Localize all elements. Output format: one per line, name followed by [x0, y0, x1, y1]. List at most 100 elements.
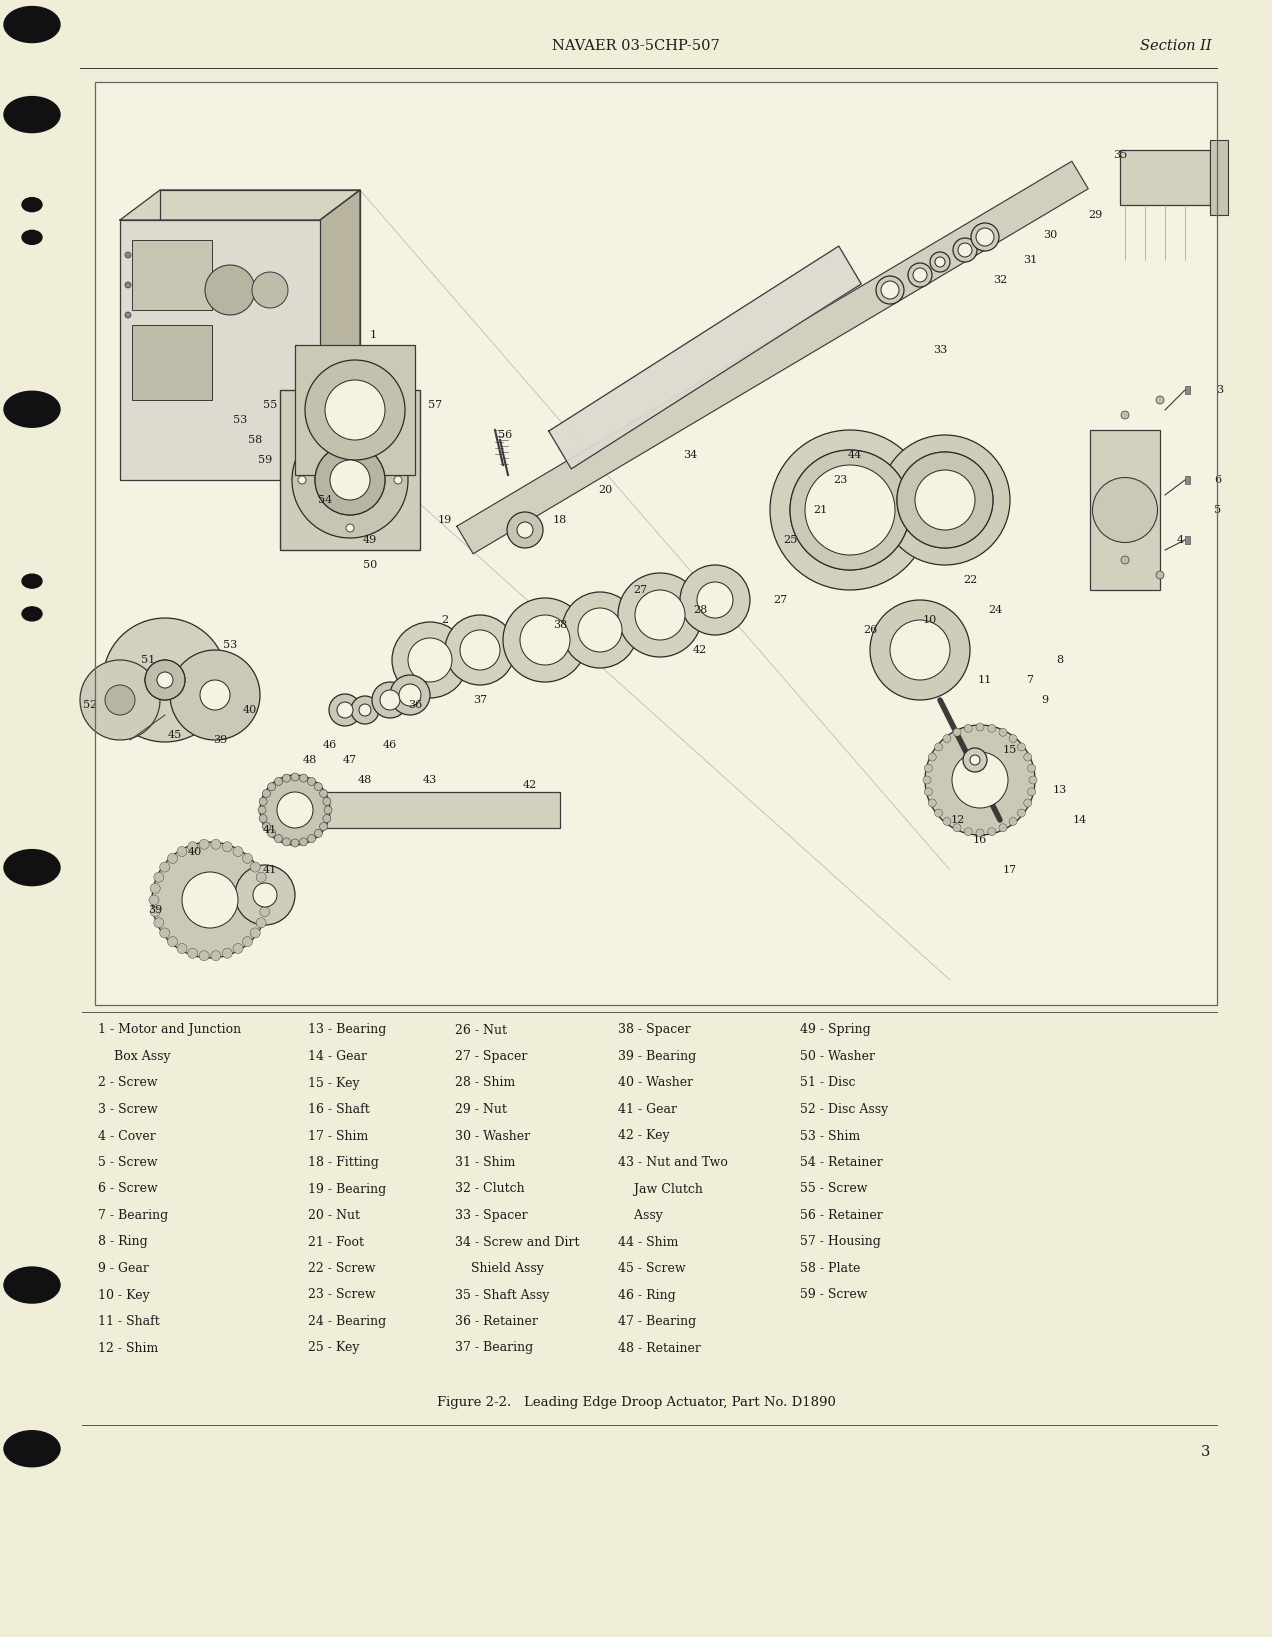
Text: 33: 33	[932, 345, 948, 355]
Text: 23 - Screw: 23 - Screw	[308, 1288, 375, 1301]
Circle shape	[915, 470, 976, 530]
Circle shape	[951, 751, 1007, 809]
Ellipse shape	[4, 7, 60, 43]
Text: 55: 55	[263, 399, 277, 409]
Circle shape	[177, 943, 187, 953]
Text: NAVAER 03-5CHP-507: NAVAER 03-5CHP-507	[552, 39, 720, 52]
Bar	[1210, 141, 1227, 214]
Text: 28 - Shim: 28 - Shim	[455, 1077, 515, 1090]
Circle shape	[1156, 571, 1164, 579]
Ellipse shape	[22, 607, 42, 620]
Ellipse shape	[22, 575, 42, 588]
Circle shape	[149, 895, 159, 905]
Text: 19 - Bearing: 19 - Bearing	[308, 1182, 387, 1195]
Text: 13: 13	[1053, 786, 1067, 796]
Text: 43 - Nut and Two: 43 - Nut and Two	[618, 1156, 728, 1169]
Text: 7 - Bearing: 7 - Bearing	[98, 1210, 168, 1221]
Circle shape	[259, 884, 270, 894]
Circle shape	[929, 753, 936, 761]
Text: 53 - Shim: 53 - Shim	[800, 1130, 860, 1143]
Circle shape	[154, 873, 164, 882]
Text: Section II: Section II	[1141, 39, 1212, 52]
Polygon shape	[120, 190, 360, 219]
Circle shape	[329, 694, 361, 725]
Circle shape	[1121, 411, 1130, 419]
Text: 32: 32	[993, 275, 1007, 285]
Circle shape	[988, 828, 996, 835]
Circle shape	[935, 743, 943, 751]
Text: Figure 2-2.   Leading Edge Droop Actuator, Part No. D1890: Figure 2-2. Leading Edge Droop Actuator,…	[436, 1396, 836, 1409]
Circle shape	[160, 928, 169, 938]
Circle shape	[145, 660, 184, 701]
Circle shape	[154, 918, 164, 928]
Ellipse shape	[4, 391, 60, 427]
Text: 30 - Washer: 30 - Washer	[455, 1130, 530, 1143]
Circle shape	[282, 838, 290, 846]
Circle shape	[235, 864, 295, 925]
Circle shape	[145, 660, 184, 701]
Text: 2 - Screw: 2 - Screw	[98, 1077, 158, 1090]
Text: 5 - Screw: 5 - Screw	[98, 1156, 158, 1169]
Polygon shape	[548, 246, 861, 468]
Bar	[120, 219, 321, 480]
Circle shape	[408, 638, 452, 683]
Circle shape	[697, 583, 733, 619]
Circle shape	[870, 601, 971, 701]
Circle shape	[314, 782, 322, 791]
Circle shape	[251, 863, 261, 873]
Text: 20: 20	[598, 485, 612, 494]
Circle shape	[324, 805, 332, 814]
Text: 36 - Retainer: 36 - Retainer	[455, 1315, 538, 1328]
Circle shape	[976, 724, 985, 732]
Text: 26: 26	[862, 625, 878, 635]
Circle shape	[1018, 809, 1025, 817]
Text: 41 - Gear: 41 - Gear	[618, 1103, 677, 1116]
Text: 38 - Spacer: 38 - Spacer	[618, 1023, 691, 1036]
Circle shape	[359, 704, 371, 715]
Text: 31: 31	[1023, 255, 1037, 265]
Text: 40 - Washer: 40 - Washer	[618, 1077, 693, 1090]
Circle shape	[125, 252, 131, 259]
Circle shape	[445, 616, 515, 684]
Text: 59: 59	[258, 455, 272, 465]
Circle shape	[200, 951, 209, 961]
Text: 51 - Disc: 51 - Disc	[800, 1077, 856, 1090]
Text: 53: 53	[233, 416, 247, 426]
Circle shape	[999, 823, 1007, 832]
Text: 9: 9	[1042, 696, 1048, 706]
Circle shape	[256, 873, 266, 882]
Circle shape	[930, 252, 950, 272]
Circle shape	[392, 622, 468, 697]
Circle shape	[399, 684, 421, 706]
Circle shape	[881, 282, 899, 300]
Text: 11 - Shaft: 11 - Shaft	[98, 1315, 160, 1328]
Circle shape	[976, 228, 993, 246]
Circle shape	[261, 895, 271, 905]
Circle shape	[308, 778, 315, 786]
Circle shape	[953, 823, 962, 832]
Circle shape	[275, 835, 282, 843]
Text: 1: 1	[370, 331, 377, 340]
Text: 24 - Bearing: 24 - Bearing	[308, 1315, 387, 1328]
Circle shape	[923, 776, 931, 784]
Circle shape	[520, 616, 570, 665]
Text: 15 - Key: 15 - Key	[308, 1077, 360, 1090]
Text: 35: 35	[1113, 151, 1127, 160]
Text: 3 - Screw: 3 - Screw	[98, 1103, 158, 1116]
Text: 58: 58	[248, 435, 262, 445]
Circle shape	[223, 948, 233, 958]
Bar	[95, 82, 1217, 1005]
Ellipse shape	[22, 198, 42, 211]
Circle shape	[308, 835, 315, 843]
Circle shape	[293, 422, 408, 539]
Circle shape	[275, 778, 282, 786]
Text: 1 - Motor and Junction: 1 - Motor and Junction	[98, 1023, 242, 1036]
Circle shape	[205, 265, 254, 314]
Circle shape	[964, 828, 972, 835]
Text: 11: 11	[978, 674, 992, 684]
Text: 32 - Clutch: 32 - Clutch	[455, 1182, 524, 1195]
Circle shape	[326, 380, 385, 440]
Circle shape	[971, 223, 999, 250]
Circle shape	[125, 282, 131, 288]
Ellipse shape	[22, 231, 42, 244]
